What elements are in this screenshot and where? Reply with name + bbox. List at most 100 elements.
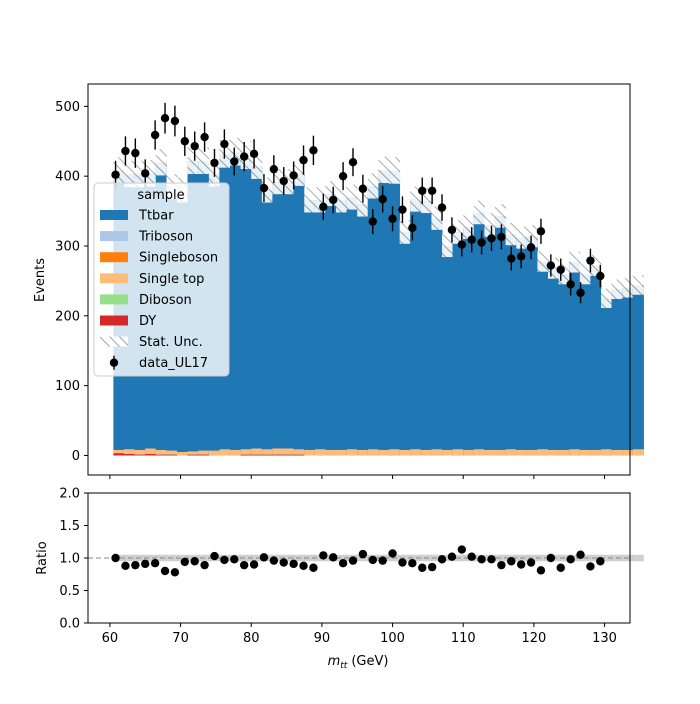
single-top-bar bbox=[473, 449, 485, 456]
data-point bbox=[190, 141, 199, 151]
stat-unc-band bbox=[526, 225, 538, 248]
ttbar-bar-fill bbox=[272, 194, 284, 449]
ttbar-bar-fill bbox=[622, 297, 634, 450]
single-top-bar bbox=[177, 451, 189, 456]
single-top-bar bbox=[134, 449, 146, 455]
ttbar-bar-fill bbox=[293, 185, 305, 450]
ratio-panel: 0.0 0.5 1.0 1.5 2.0 60 70 80 90 100 110 120 130 Rat… bbox=[35, 487, 644, 646]
legend-label: Triboson bbox=[138, 230, 193, 245]
ratio-y-tick-label: 2.0 bbox=[59, 487, 80, 502]
stat-unc-band bbox=[442, 234, 454, 258]
single-top-bar bbox=[505, 449, 517, 456]
single-top-bar bbox=[357, 449, 369, 456]
single-top-bar bbox=[526, 449, 538, 456]
stat-unc-band bbox=[399, 220, 411, 244]
single-top-bar bbox=[325, 449, 337, 456]
stat-unc-band bbox=[283, 169, 295, 195]
ratio-point bbox=[497, 560, 506, 570]
data-point bbox=[418, 186, 427, 196]
data-point bbox=[200, 132, 209, 142]
stat-unc-band bbox=[420, 188, 432, 214]
ratio-point bbox=[160, 566, 170, 576]
ratio-point bbox=[239, 560, 249, 570]
single-top-bar bbox=[187, 451, 199, 455]
main-y-tick-label: 200 bbox=[55, 309, 80, 324]
data-point bbox=[398, 205, 407, 214]
dy-bar bbox=[166, 454, 178, 456]
data-point bbox=[556, 265, 565, 274]
ttbar-bar-fill bbox=[579, 284, 591, 450]
single-top-bar bbox=[399, 449, 411, 456]
ttbar-bar-fill bbox=[463, 239, 475, 450]
stat-unc-band bbox=[357, 191, 369, 217]
x-axis-label-symbol: m bbox=[328, 654, 341, 669]
ttbar-bar-fill bbox=[558, 284, 570, 450]
dy-bar bbox=[261, 454, 273, 456]
stat-unc-band bbox=[251, 152, 263, 179]
stat-unc-band bbox=[505, 222, 517, 246]
stat-unc-band bbox=[272, 169, 284, 195]
single-top-bar bbox=[230, 449, 242, 456]
legend: sample Ttbar Triboson Singleboson Single to… bbox=[93, 182, 230, 377]
ratio-point bbox=[220, 555, 229, 565]
ttbar-bar-fill bbox=[357, 216, 369, 450]
ratio-x-tick-label: 70 bbox=[172, 631, 189, 646]
data-point bbox=[526, 243, 536, 252]
ttbar-bar-fill bbox=[251, 178, 263, 449]
ratio-point bbox=[596, 557, 605, 566]
stat-unc-band bbox=[484, 213, 496, 237]
data-point bbox=[329, 195, 338, 205]
data-point bbox=[457, 240, 467, 249]
dy-bar bbox=[134, 454, 146, 456]
data-point bbox=[299, 155, 308, 165]
ratio-point bbox=[388, 549, 397, 558]
single-top-bar bbox=[261, 449, 273, 455]
ttbar-bar-fill bbox=[378, 183, 390, 450]
ratio-point bbox=[516, 560, 526, 569]
legend-label: Diboson bbox=[139, 293, 192, 308]
main-y-tick-label: 400 bbox=[55, 170, 80, 185]
dy-bar bbox=[272, 454, 284, 456]
single-top-bar bbox=[601, 449, 613, 456]
ratio-point bbox=[319, 551, 328, 560]
single-top-bar bbox=[251, 448, 263, 455]
single-top-bar bbox=[145, 448, 157, 455]
dy-bar bbox=[283, 454, 295, 456]
legend-swatch bbox=[100, 273, 128, 284]
single-top-bar bbox=[272, 448, 284, 455]
single-top-bar bbox=[219, 449, 231, 456]
ratio-point bbox=[269, 556, 279, 565]
ratio-unc-band bbox=[177, 554, 189, 562]
single-top-bar bbox=[495, 449, 507, 456]
data-point bbox=[596, 271, 605, 281]
data-point bbox=[507, 254, 516, 263]
ratio-point bbox=[408, 559, 417, 568]
ratio-point bbox=[249, 560, 259, 569]
ratio-unc-band bbox=[272, 554, 284, 562]
ratio-x-tick-label: 80 bbox=[243, 631, 260, 646]
data-point bbox=[358, 184, 368, 193]
single-top-bar bbox=[346, 449, 358, 456]
data-point bbox=[497, 232, 506, 242]
main-y-axis-label: Events bbox=[33, 258, 48, 302]
dy-bar bbox=[145, 454, 157, 456]
data-point bbox=[378, 195, 387, 204]
dy-bar bbox=[113, 453, 125, 456]
ratio-point bbox=[576, 550, 585, 559]
single-top-bar bbox=[442, 449, 454, 456]
ratio-point bbox=[586, 562, 595, 571]
ttbar-bar-fill bbox=[261, 202, 273, 450]
ttbar-bar-fill bbox=[346, 209, 358, 450]
x-axis-label-subscript: tt bbox=[340, 661, 348, 671]
ratio-point bbox=[230, 555, 239, 564]
stat-unc-band bbox=[325, 181, 337, 207]
data-point bbox=[477, 238, 486, 247]
ttbar-bar-fill bbox=[590, 276, 602, 450]
ratio-x-tick-label: 120 bbox=[521, 631, 546, 646]
data-point bbox=[141, 169, 150, 178]
ratio-point bbox=[526, 558, 536, 567]
ratio-unc-band bbox=[410, 554, 422, 562]
data-point bbox=[170, 116, 180, 126]
ttbar-bar-fill bbox=[516, 248, 528, 450]
ratio-plot-area bbox=[88, 545, 644, 577]
